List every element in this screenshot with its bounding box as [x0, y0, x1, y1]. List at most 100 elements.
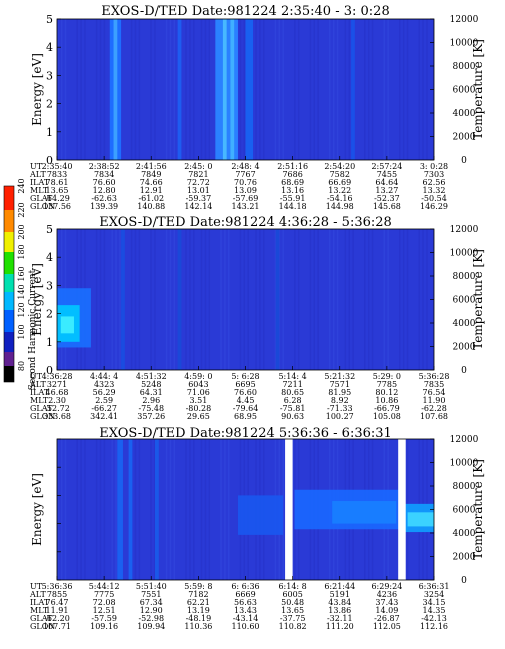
y2-tick-label: 0: [461, 576, 467, 586]
param-value: 145.68: [373, 202, 401, 211]
spectrogram-stripe: [406, 229, 409, 370]
param-value: 6:36:31: [419, 582, 450, 591]
spectrogram-stripe: [297, 19, 300, 160]
spectrogram-stripe: [282, 229, 284, 370]
spectrogram-stripe: [294, 229, 296, 370]
spectrogram-stripe: [329, 19, 331, 160]
colorbar-tick-label: 120: [17, 302, 26, 317]
y2-tick-label: 8000: [453, 272, 476, 282]
colorbar: 240 220 200 180 160 140 120 100 80 Second Harmon…: [3, 178, 38, 390]
param-value: 4:44: 4: [90, 372, 118, 381]
spectrogram-stripe: [60, 439, 63, 580]
spectrogram-stripe: [282, 19, 284, 160]
param-value: 2:54:20: [324, 162, 355, 171]
param-value: 37.43: [375, 598, 398, 607]
spectrogram-stripe: [57, 19, 59, 160]
param-value: 2.96: [142, 396, 160, 405]
param-value: 5:36:28: [419, 372, 450, 381]
y2-tick-label: 8000: [453, 62, 476, 72]
param-value: 2:51:16: [277, 162, 308, 171]
colorbar-label: Second Harmonic Current: [28, 269, 38, 390]
spectrogram-stripe: [115, 439, 117, 580]
panel-title: EXOS-D/TED Date:981224 4:36:28 - 5:36:28: [99, 215, 392, 230]
spectrogram-stripe: [200, 229, 203, 370]
param-value: 109.16: [90, 622, 118, 631]
spectrogram-stripe: [200, 439, 203, 580]
y2-tick-label: 12000: [450, 225, 479, 235]
spectrogram-stripe: [189, 229, 191, 370]
spectrogram-stripe: [364, 229, 366, 370]
spectrogram-stripe: [332, 229, 335, 370]
spectrogram-stripe: [103, 439, 106, 580]
spectrogram-stripe: [169, 229, 172, 370]
spectrogram-stripe: [138, 439, 141, 580]
intensity-band: [230, 19, 235, 160]
param-row-label: UT: [30, 372, 43, 381]
spectrogram-stripe: [426, 229, 428, 370]
spectrogram-stripe: [165, 439, 168, 580]
param-value: 109.94: [137, 622, 165, 631]
y2-tick-label: 12000: [450, 435, 479, 445]
param-value: -75.48: [138, 404, 164, 413]
param-value: 7686: [282, 170, 302, 179]
spectrogram-stripe: [344, 229, 347, 370]
colorbar-tick-label: 200: [17, 224, 26, 239]
spectrogram-stripe: [185, 439, 187, 580]
spectrogram-stripe: [255, 19, 257, 160]
intensity-band: [121, 229, 125, 370]
param-row-label: GLON: [30, 202, 55, 211]
spectrogram-stripe: [150, 439, 152, 580]
param-row-label: UT: [30, 162, 43, 171]
y-tick-label: 0: [46, 364, 53, 377]
y2-axis-label: Temperature [K]: [471, 249, 485, 350]
param-value: -64.29: [44, 194, 70, 203]
data-gap: [398, 439, 406, 580]
spectrogram-stripe: [262, 19, 265, 160]
param-value: 100.27: [326, 412, 354, 421]
param-value: 112.16: [420, 622, 448, 631]
spectrogram-stripe: [119, 229, 121, 370]
spectrogram-stripe: [154, 229, 156, 370]
spectrogram-stripe: [383, 229, 385, 370]
spectrogram-stripe: [154, 439, 156, 580]
param-value: -61.02: [138, 194, 164, 203]
spectrogram-stripe: [165, 229, 168, 370]
param-value: 142.14: [184, 202, 212, 211]
param-value: 13.16: [281, 186, 304, 195]
spectrogram-stripe: [64, 439, 67, 580]
spectrogram-stripe: [317, 19, 319, 160]
spectrogram-stripe: [95, 439, 98, 580]
spectrogram-stripe: [243, 19, 246, 160]
y2-tick-label: 0: [461, 156, 467, 166]
spectrogram-stripe: [204, 19, 207, 160]
param-value: -57.69: [233, 194, 259, 203]
param-value: 140.88: [137, 202, 165, 211]
y-tick-label: 3: [46, 279, 53, 292]
spectrogram-stripe: [76, 439, 78, 580]
param-value: -62.20: [44, 614, 70, 623]
intensity-patch: [332, 501, 397, 524]
spectrogram-stripe: [185, 229, 187, 370]
param-value: 56.29: [93, 388, 116, 397]
spectrogram-stripe: [204, 229, 207, 370]
panel-title: EXOS-D/TED Date:981224 2:35:40 - 3: 0:28: [101, 4, 389, 19]
spectrogram-stripe: [367, 229, 370, 370]
param-value: 76.60: [93, 178, 116, 187]
param-value: 7767: [235, 170, 255, 179]
y-tick-label: 1: [46, 336, 53, 349]
y-axis-label: Energy [eV]: [30, 263, 44, 336]
param-value: 5:36:36: [42, 582, 73, 591]
y-tick-label: 2: [46, 308, 53, 321]
param-value: 5:29: 0: [373, 372, 401, 381]
spectrogram-stripe: [418, 19, 420, 160]
param-value: 72.72: [187, 178, 210, 187]
param-value: 7211: [282, 380, 302, 389]
y2-tick-label: 2000: [453, 133, 476, 143]
spectrogram-stripe: [371, 19, 374, 160]
param-value: 110.60: [232, 622, 260, 631]
param-value: 29.65: [187, 412, 210, 421]
param-value: 7785: [377, 380, 397, 389]
spectrogram-stripe: [406, 19, 409, 160]
spectrogram-stripe: [193, 439, 195, 580]
spectrogram-stripe: [130, 229, 133, 370]
